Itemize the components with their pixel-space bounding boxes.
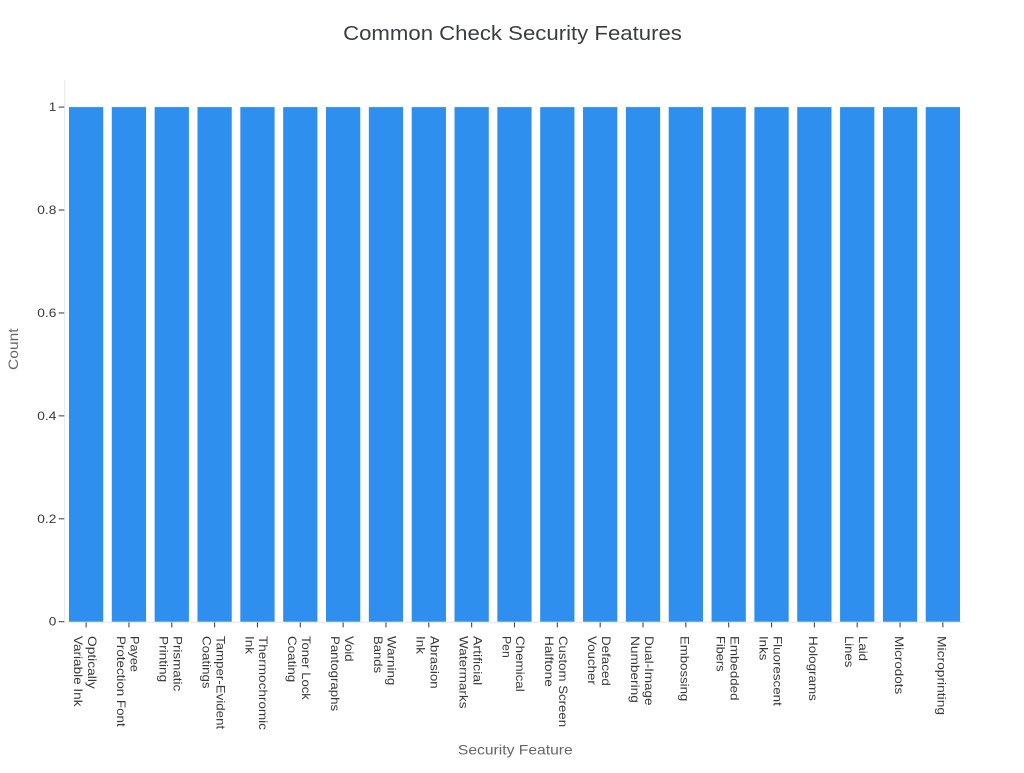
svg-text:Prismatic: Prismatic [171, 636, 185, 691]
svg-text:Optically: Optically [85, 636, 99, 689]
svg-text:1: 1 [49, 100, 57, 114]
svg-text:Fluorescent: Fluorescent [770, 636, 784, 707]
svg-text:Inks: Inks [756, 636, 770, 660]
svg-text:Coating: Coating [285, 636, 299, 682]
svg-text:Abrasion: Abrasion [428, 636, 442, 689]
svg-text:Bands: Bands [371, 636, 385, 673]
svg-text:Printing: Printing [157, 636, 171, 682]
svg-text:Tamper-Evident: Tamper-Evident [213, 636, 227, 730]
svg-text:0.2: 0.2 [37, 512, 56, 526]
svg-text:Chemical: Chemical [513, 636, 527, 692]
svg-text:Custom Screen: Custom Screen [556, 636, 570, 727]
svg-text:Laid: Laid [856, 636, 870, 661]
svg-text:0.6: 0.6 [37, 306, 56, 320]
svg-text:Common Check Security Features: Common Check Security Features [343, 23, 682, 45]
svg-text:Security Feature: Security Feature [458, 741, 573, 757]
svg-text:Pantographs: Pantographs [328, 636, 342, 711]
svg-text:Toner Lock: Toner Lock [299, 636, 313, 701]
svg-text:Fibers: Fibers [714, 636, 728, 672]
svg-text:Embossing: Embossing [678, 636, 692, 701]
svg-text:Watermarks: Watermarks [457, 636, 471, 709]
svg-text:Artificial: Artificial [470, 636, 484, 685]
svg-text:Ink: Ink [242, 636, 256, 655]
svg-text:0.8: 0.8 [37, 203, 56, 217]
svg-text:Protection Font: Protection Font [114, 636, 128, 727]
svg-text:Microprinting: Microprinting [935, 636, 949, 715]
svg-text:Thermochromic: Thermochromic [256, 636, 270, 730]
svg-text:Void: Void [342, 636, 356, 662]
svg-text:Coatings: Coatings [199, 636, 213, 689]
svg-text:Ink: Ink [414, 636, 428, 655]
svg-text:Variable Ink: Variable Ink [71, 636, 85, 708]
svg-text:Dual-Image: Dual-Image [642, 636, 656, 706]
svg-text:Payee: Payee [128, 636, 142, 672]
svg-text:Pen: Pen [499, 636, 513, 658]
svg-text:Count: Count [5, 328, 21, 370]
svg-text:Defaced: Defaced [599, 636, 613, 686]
svg-text:Holograms: Holograms [806, 636, 820, 701]
svg-text:Microdots: Microdots [892, 636, 906, 694]
svg-text:Halftone: Halftone [542, 636, 556, 687]
svg-text:0: 0 [49, 615, 57, 629]
svg-text:0.4: 0.4 [37, 409, 56, 423]
svg-text:Embedded: Embedded [727, 636, 741, 701]
svg-text:Voucher: Voucher [585, 636, 599, 685]
svg-text:Lines: Lines [842, 636, 856, 667]
svg-text:Warning: Warning [385, 636, 399, 685]
svg-text:Numbering: Numbering [628, 636, 642, 703]
